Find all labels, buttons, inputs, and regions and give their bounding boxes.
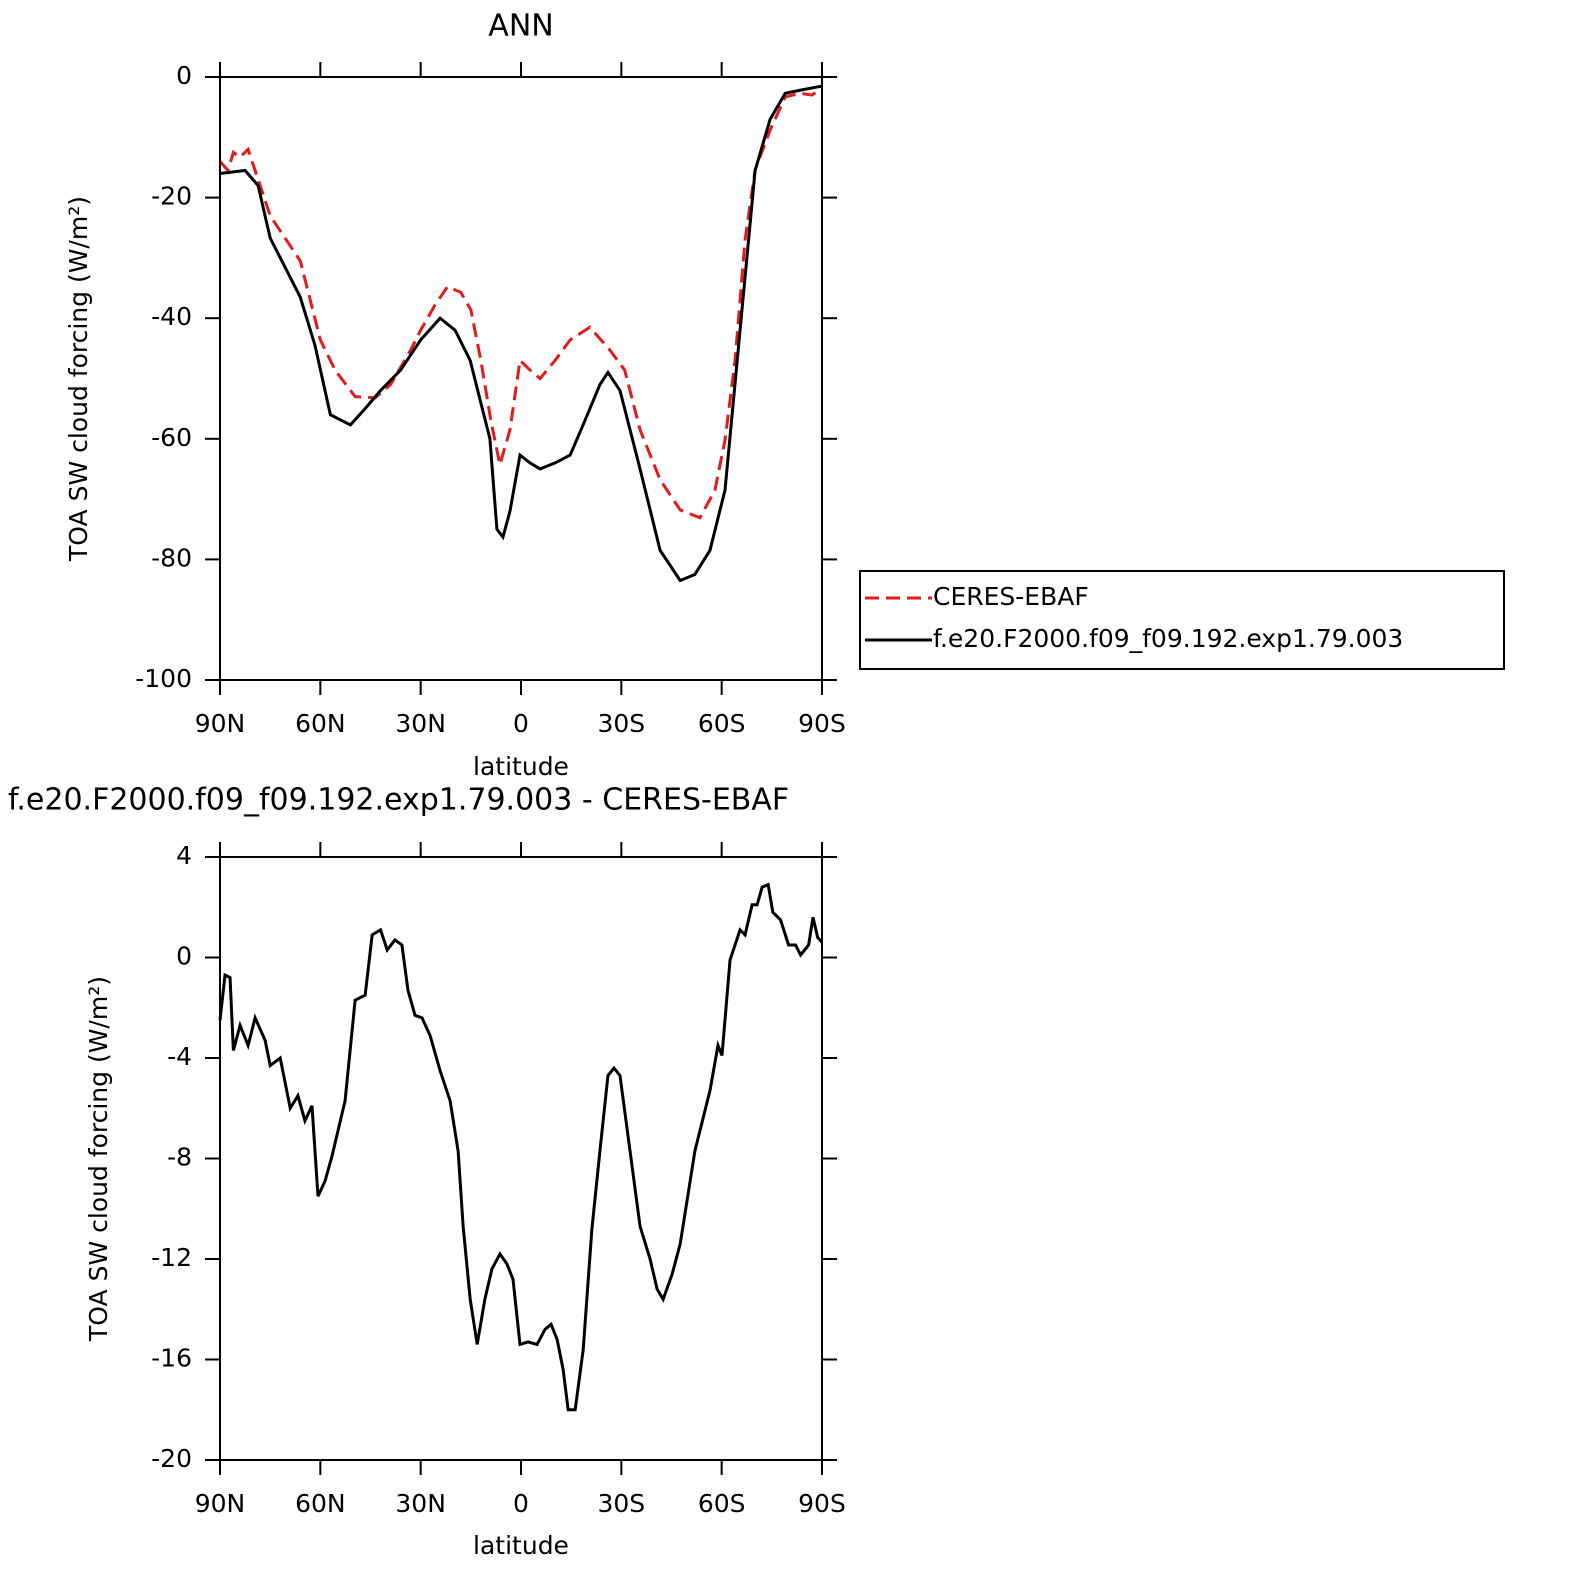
series-line [218, 86, 823, 520]
x-tick-label: 60S [698, 1489, 746, 1518]
chart-title: f.e20.F2000.f09_f09.192.exp1.79.003 - CE… [8, 783, 789, 818]
y-tick-label: -20 [151, 182, 192, 211]
x-tick-label: 90N [195, 709, 246, 738]
legend-box [859, 570, 1505, 670]
series-line [219, 84, 823, 583]
x-tick-label: 30N [395, 1489, 446, 1518]
x-tick-label: 60N [295, 1489, 346, 1518]
y-tick-label: 0 [176, 942, 192, 971]
x-tick-label: 0 [513, 1489, 529, 1518]
y-tick-label: -12 [151, 1243, 192, 1272]
plot-frame [219, 856, 823, 1461]
x-tick-label: 90N [195, 1489, 246, 1518]
y-tick-label: -60 [151, 423, 192, 452]
y-tick-label: -20 [151, 1444, 192, 1473]
x-tick-label: 0 [513, 709, 529, 738]
plot-frame [219, 76, 823, 681]
x-tick-label: 30N [395, 709, 446, 738]
series-line [218, 882, 824, 1412]
y-tick-label: 4 [176, 841, 192, 870]
x-tick-label: 30S [597, 1489, 645, 1518]
y-tick-label: -4 [167, 1042, 192, 1071]
legend-label: f.e20.F2000.f09_f09.192.exp1.79.003 [933, 624, 1403, 653]
y-axis-label: TOA SW cloud forcing (W/m²) [64, 196, 93, 562]
y-tick-label: -8 [167, 1143, 192, 1172]
x-axis-label: latitude [473, 752, 569, 781]
y-tick-label: -40 [151, 302, 192, 331]
y-tick-label: 0 [176, 61, 192, 90]
y-tick-label: -80 [151, 543, 192, 572]
x-tick-label: 30S [597, 709, 645, 738]
x-tick-label: 90S [798, 1489, 846, 1518]
y-tick-label: -16 [151, 1344, 192, 1373]
chart-title: ANN [488, 9, 553, 44]
x-tick-label: 60N [295, 709, 346, 738]
x-axis-label: latitude [473, 1531, 569, 1560]
x-tick-label: 90S [798, 709, 846, 738]
y-tick-label: -100 [135, 664, 192, 693]
y-axis-label: TOA SW cloud forcing (W/m²) [84, 976, 113, 1342]
x-tick-label: 60S [698, 709, 746, 738]
legend-label: CERES-EBAF [933, 582, 1089, 611]
